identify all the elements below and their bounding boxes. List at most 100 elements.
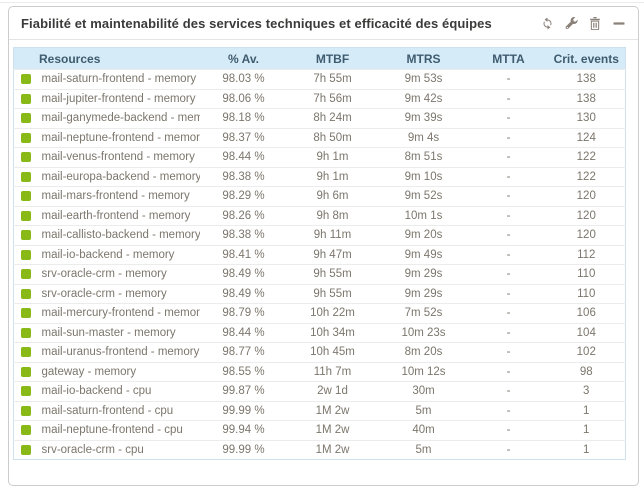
resource-row[interactable]: mail-mercury-frontend - memory 98.79 % 1… [13,303,626,323]
resource-row[interactable]: mail-io-backend - cpu 99.87 % 2w 1d 30m … [13,381,626,401]
availability-cell: 98.37 % [199,127,288,148]
status-cell [13,400,42,421]
mtbf-cell: 9h 6m [287,186,378,206]
mtta-cell: - [469,88,548,109]
availability-cell: 98.41 % [199,244,288,265]
resource-name-cell: mail-mars-frontend - memory [41,186,200,206]
status-cell [13,166,42,187]
mtrs-cell: 9m 10s [377,166,470,187]
status-cell [13,381,42,401]
crit-events-cell: 120 [547,186,626,206]
mtrs-cell: 9m 39s [377,108,470,128]
resource-name-cell: mail-io-backend - cpu [41,381,200,401]
mtbf-cell: 7h 56m [287,88,378,109]
mtbf-cell: 1M 2w [287,420,378,440]
column-header-mtrs[interactable]: MTRS [377,47,470,70]
reliability-table-wrap: Resources % Av. MTBF MTRS MTTA Crit. eve… [13,47,626,460]
resource-row[interactable]: mail-callisto-backend - memory 98.38 % 9… [13,225,626,245]
resource-row[interactable]: mail-venus-frontend - memory 98.44 % 9h … [13,147,626,167]
mtrs-cell: 7m 52s [377,303,470,323]
column-header-mtbf[interactable]: MTBF [287,47,378,70]
mtta-cell: - [469,225,548,245]
column-header-availability[interactable]: % Av. [199,47,288,70]
resource-row[interactable]: srv-oracle-crm - cpu 99.99 % 1M 2w 5m - … [13,439,626,460]
column-header-mtta[interactable]: MTTA [469,47,548,70]
resource-name-cell: mail-io-backend - memory [41,244,200,265]
availability-cell: 98.29 % [199,186,288,206]
wrench-icon[interactable] [564,17,578,31]
resource-row[interactable]: mail-uranus-frontend - memory 98.77 % 10… [13,342,626,362]
resource-row[interactable]: mail-neptune-frontend - cpu 99.94 % 1M 2… [13,420,626,440]
mtbf-cell: 8h 50m [287,127,378,148]
availability-cell: 98.44 % [199,322,288,343]
trash-icon[interactable] [588,17,602,31]
mtta-cell: - [469,381,548,401]
mtta-cell: - [469,361,548,382]
crit-events-cell: 1 [547,439,626,460]
resource-row[interactable]: mail-europa-backend - memory 98.38 % 9h … [13,166,626,187]
resource-name-cell: mail-callisto-backend - memory [41,225,200,245]
availability-cell: 98.18 % [199,108,288,128]
status-cell [13,264,42,284]
resource-row[interactable]: mail-io-backend - memory 98.41 % 9h 47m … [13,244,626,265]
mtta-cell: - [469,322,548,343]
resource-row[interactable]: mail-neptune-frontend - memory 98.37 % 8… [13,127,626,148]
status-cell [13,244,42,265]
status-cell [13,361,42,382]
mtrs-cell: 9m 20s [377,225,470,245]
resource-row[interactable]: mail-sun-master - memory 98.44 % 10h 34m… [13,322,626,343]
mtta-cell: - [469,400,548,421]
availability-cell: 98.77 % [199,342,288,362]
availability-cell: 99.94 % [199,420,288,440]
mtrs-cell: 9m 49s [377,244,470,265]
status-ok-icon [21,288,31,299]
availability-cell: 98.49 % [199,283,288,304]
mtbf-cell: 10h 34m [287,322,378,343]
mtta-cell: - [469,283,548,304]
status-cell [13,342,42,362]
status-ok-icon [21,249,31,260]
status-ok-icon [21,113,31,124]
table-header-row: Resources % Av. MTBF MTRS MTTA Crit. eve… [13,47,626,70]
resource-row[interactable]: mail-earth-frontend - memory 98.26 % 9h … [13,205,626,226]
column-header-resources[interactable]: Resources [13,47,200,70]
status-ok-icon [21,152,31,163]
status-cell [13,205,42,226]
availability-cell: 98.26 % [199,205,288,226]
resource-name-cell: mail-neptune-frontend - cpu [41,420,200,440]
mtta-cell: - [469,439,548,460]
resource-name-cell: srv-oracle-crm - memory [41,264,200,284]
crit-events-cell: 112 [547,244,626,265]
resource-row[interactable]: srv-oracle-crm - memory 98.49 % 9h 55m 9… [13,264,626,284]
mtrs-cell: 9m 4s [377,127,470,148]
status-ok-icon [21,308,31,319]
resource-row[interactable]: mail-jupiter-frontend - memory 98.06 % 7… [13,88,626,109]
resource-name-cell: mail-europa-backend - memory [41,166,200,187]
mtbf-cell: 1M 2w [287,439,378,460]
resource-row[interactable]: mail-mars-frontend - memory 98.29 % 9h 6… [13,186,626,206]
mtta-cell: - [469,147,548,167]
resource-name-cell: mail-neptune-frontend - memory [41,127,200,148]
resource-row[interactable]: mail-saturn-frontend - cpu 99.99 % 1M 2w… [13,400,626,421]
mtbf-cell: 7h 55m [287,69,378,89]
mtta-cell: - [469,186,548,206]
status-cell [13,322,42,343]
status-ok-icon [21,132,31,143]
resource-row[interactable]: mail-ganymede-backend - memory 98.18 % 8… [13,108,626,128]
mtta-cell: - [469,205,548,226]
collapse-icon[interactable] [612,17,626,31]
resource-name-cell: mail-uranus-frontend - memory [41,342,200,362]
resource-row[interactable]: gateway - memory 98.55 % 11h 7m 10m 12s … [13,361,626,382]
column-header-crit-events[interactable]: Crit. events [547,47,626,70]
resource-name-cell: mail-sun-master - memory [41,322,200,343]
refresh-icon[interactable] [540,17,554,31]
resource-row[interactable]: mail-saturn-frontend - memory 98.03 % 7h… [13,69,626,89]
status-ok-icon [21,191,31,202]
resource-row[interactable]: srv-oracle-crm - memory 98.49 % 9h 55m 9… [13,283,626,304]
status-ok-icon [21,210,31,221]
status-cell [13,439,42,460]
table-body: mail-saturn-frontend - memory 98.03 % 7h… [13,69,626,460]
widget-header: Fiabilité et maintenabilité des services… [9,7,638,40]
mtrs-cell: 10m 12s [377,361,470,382]
